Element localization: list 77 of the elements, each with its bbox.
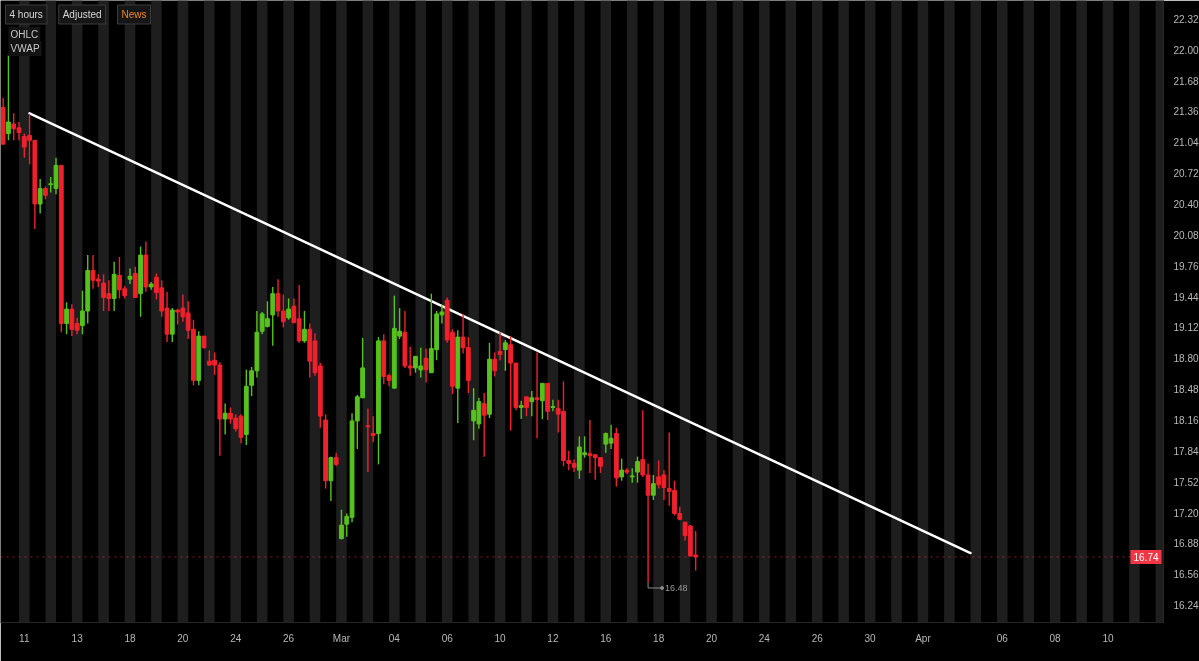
x-tick-label: 08 [1049, 632, 1062, 644]
x-tick-label: 06 [996, 632, 1009, 644]
annotation: OHLC [10, 29, 39, 40]
x-tick-label: Apr [915, 632, 932, 644]
annotation: 4 hours [9, 9, 43, 20]
y-tick-label: 18.80 [1173, 353, 1199, 365]
x-tick-label: 26 [811, 632, 824, 644]
annotation: 16.48 [665, 583, 688, 593]
candlestick [518, 400, 524, 420]
y-tick-label: 19.76 [1173, 260, 1199, 272]
candlestick [127, 267, 133, 285]
candlestick [524, 396, 529, 417]
x-tick-label: 04 [388, 632, 401, 644]
x-tick-label: 06 [441, 632, 454, 644]
annotation: Adjusted [62, 9, 102, 20]
x-tick-label: 26 [283, 632, 295, 644]
y-tick-label: 20.08 [1173, 229, 1199, 241]
candlestick [328, 455, 334, 502]
candlestick [471, 387, 477, 441]
candlestick [302, 310, 307, 344]
candlestick [270, 286, 276, 347]
x-tick-label: 13 [71, 632, 84, 644]
x-tick-label: 18 [653, 632, 665, 644]
x-tick-label: 24 [230, 632, 242, 644]
candlestick [550, 399, 556, 413]
x-tick-label: 16 [600, 632, 612, 644]
candlestick [222, 402, 228, 436]
candlestick [37, 178, 43, 215]
y-tick-label: 21.04 [1173, 137, 1199, 149]
x-tick-label: 24 [758, 632, 771, 644]
x-tick-label: Mar [332, 632, 351, 644]
candlestick [370, 415, 376, 443]
candlestick [508, 335, 514, 432]
y-tick-label: 16.24 [1173, 600, 1199, 612]
y-tick-label: 16.88 [1173, 538, 1199, 550]
candlestick [481, 392, 487, 458]
annotation: News [121, 9, 147, 20]
candlestick [64, 301, 69, 335]
y-tick-label: 19.12 [1173, 322, 1199, 334]
candlestick [492, 351, 498, 378]
x-tick-label: 11 [19, 632, 30, 644]
ref-line-label: 16.74 [1133, 551, 1159, 563]
x-tick-label: 10 [494, 632, 507, 644]
y-tick-label: 22.00 [1173, 44, 1199, 56]
x-tick-label: 10 [1102, 632, 1114, 644]
y-tick-label: 21.68 [1173, 75, 1199, 87]
x-tick-label: 20 [705, 632, 718, 644]
candlestick [286, 297, 292, 321]
y-tick-label: 20.40 [1173, 198, 1199, 210]
y-tick-label: 18.48 [1173, 384, 1199, 396]
x-tick-label: 20 [177, 632, 189, 644]
y-tick-label: 19.44 [1173, 291, 1199, 303]
candlestick [635, 455, 640, 484]
y-tick-label: 17.84 [1173, 445, 1199, 457]
x-tick-label: 30 [864, 632, 877, 644]
y-tick-label: 22.32 [1173, 13, 1199, 25]
candlestick [423, 347, 429, 384]
candlestick [534, 351, 540, 440]
x-tick-label: 18 [124, 632, 137, 644]
y-tick-label: 16.56 [1173, 569, 1199, 581]
candlestick [365, 407, 371, 473]
y-tick-label: 17.52 [1173, 476, 1199, 488]
y-tick-label: 18.16 [1173, 414, 1199, 426]
x-tick-label: 12 [547, 632, 559, 644]
candlestick [6, 54, 11, 142]
candlestick [497, 331, 503, 361]
candlestick [502, 339, 508, 372]
annotation: VWAP [10, 43, 40, 54]
candlestick [539, 382, 545, 420]
candlestick [619, 457, 625, 482]
y-tick-label: 20.72 [1173, 168, 1199, 180]
candlestick [339, 508, 344, 541]
y-tick-label: 17.20 [1173, 507, 1199, 519]
candlestick [650, 474, 656, 501]
candlestick [529, 390, 535, 417]
candlestick [656, 459, 662, 490]
y-tick-label: 21.36 [1173, 106, 1199, 118]
